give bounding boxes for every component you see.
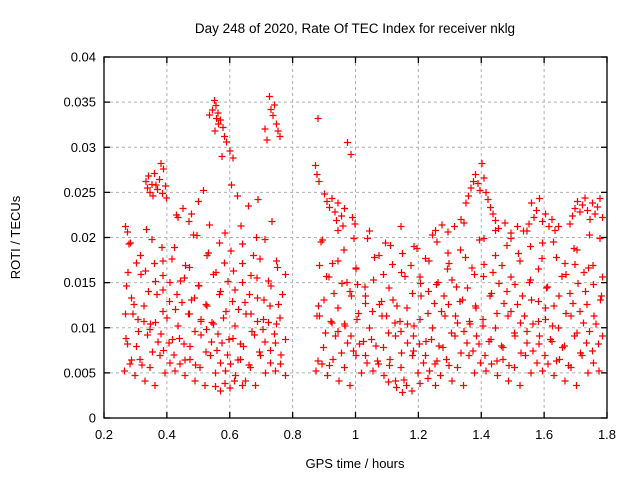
x-tick-label: 0.6 xyxy=(221,427,239,442)
plot-border xyxy=(103,56,608,419)
x-tick-label: 1 xyxy=(352,427,359,442)
x-tick-label: 1.4 xyxy=(472,427,490,442)
chart-title: Day 248 of 2020, Rate Of TEC Index for r… xyxy=(195,21,515,36)
x-tick-label: 1.2 xyxy=(409,427,427,442)
y-tick-label: 0.01 xyxy=(71,320,96,335)
x-axis-label: GPS time / hours xyxy=(306,456,405,471)
scatter-points xyxy=(121,93,606,396)
y-tick-label: 0.035 xyxy=(63,95,96,110)
x-tick-label: 0.4 xyxy=(158,427,176,442)
y-tick-label: 0.02 xyxy=(71,230,96,245)
data-point-markers xyxy=(121,93,606,396)
y-axis-label: ROTI / TECUs xyxy=(8,195,23,279)
x-tick-label: 1.8 xyxy=(598,427,616,442)
y-tick-label: 0.015 xyxy=(63,275,96,290)
x-tick-label: 0.2 xyxy=(95,427,113,442)
y-tick-label: 0 xyxy=(89,411,96,426)
y-tick-label: 0.03 xyxy=(71,140,96,155)
y-tick-label: 0.04 xyxy=(71,50,96,65)
gridlines xyxy=(104,57,607,418)
y-tick-label: 0.025 xyxy=(63,185,96,200)
tick-labels: 0.2 0.4 0.6 0.8 1 1.2 1.4 1.6 1.8 0 0.005 0.01 0.015… xyxy=(63,50,616,443)
x-tick-label: 0.8 xyxy=(284,427,302,442)
y-tick-label: 0.005 xyxy=(63,365,96,380)
x-tick-label: 1.6 xyxy=(535,427,553,442)
